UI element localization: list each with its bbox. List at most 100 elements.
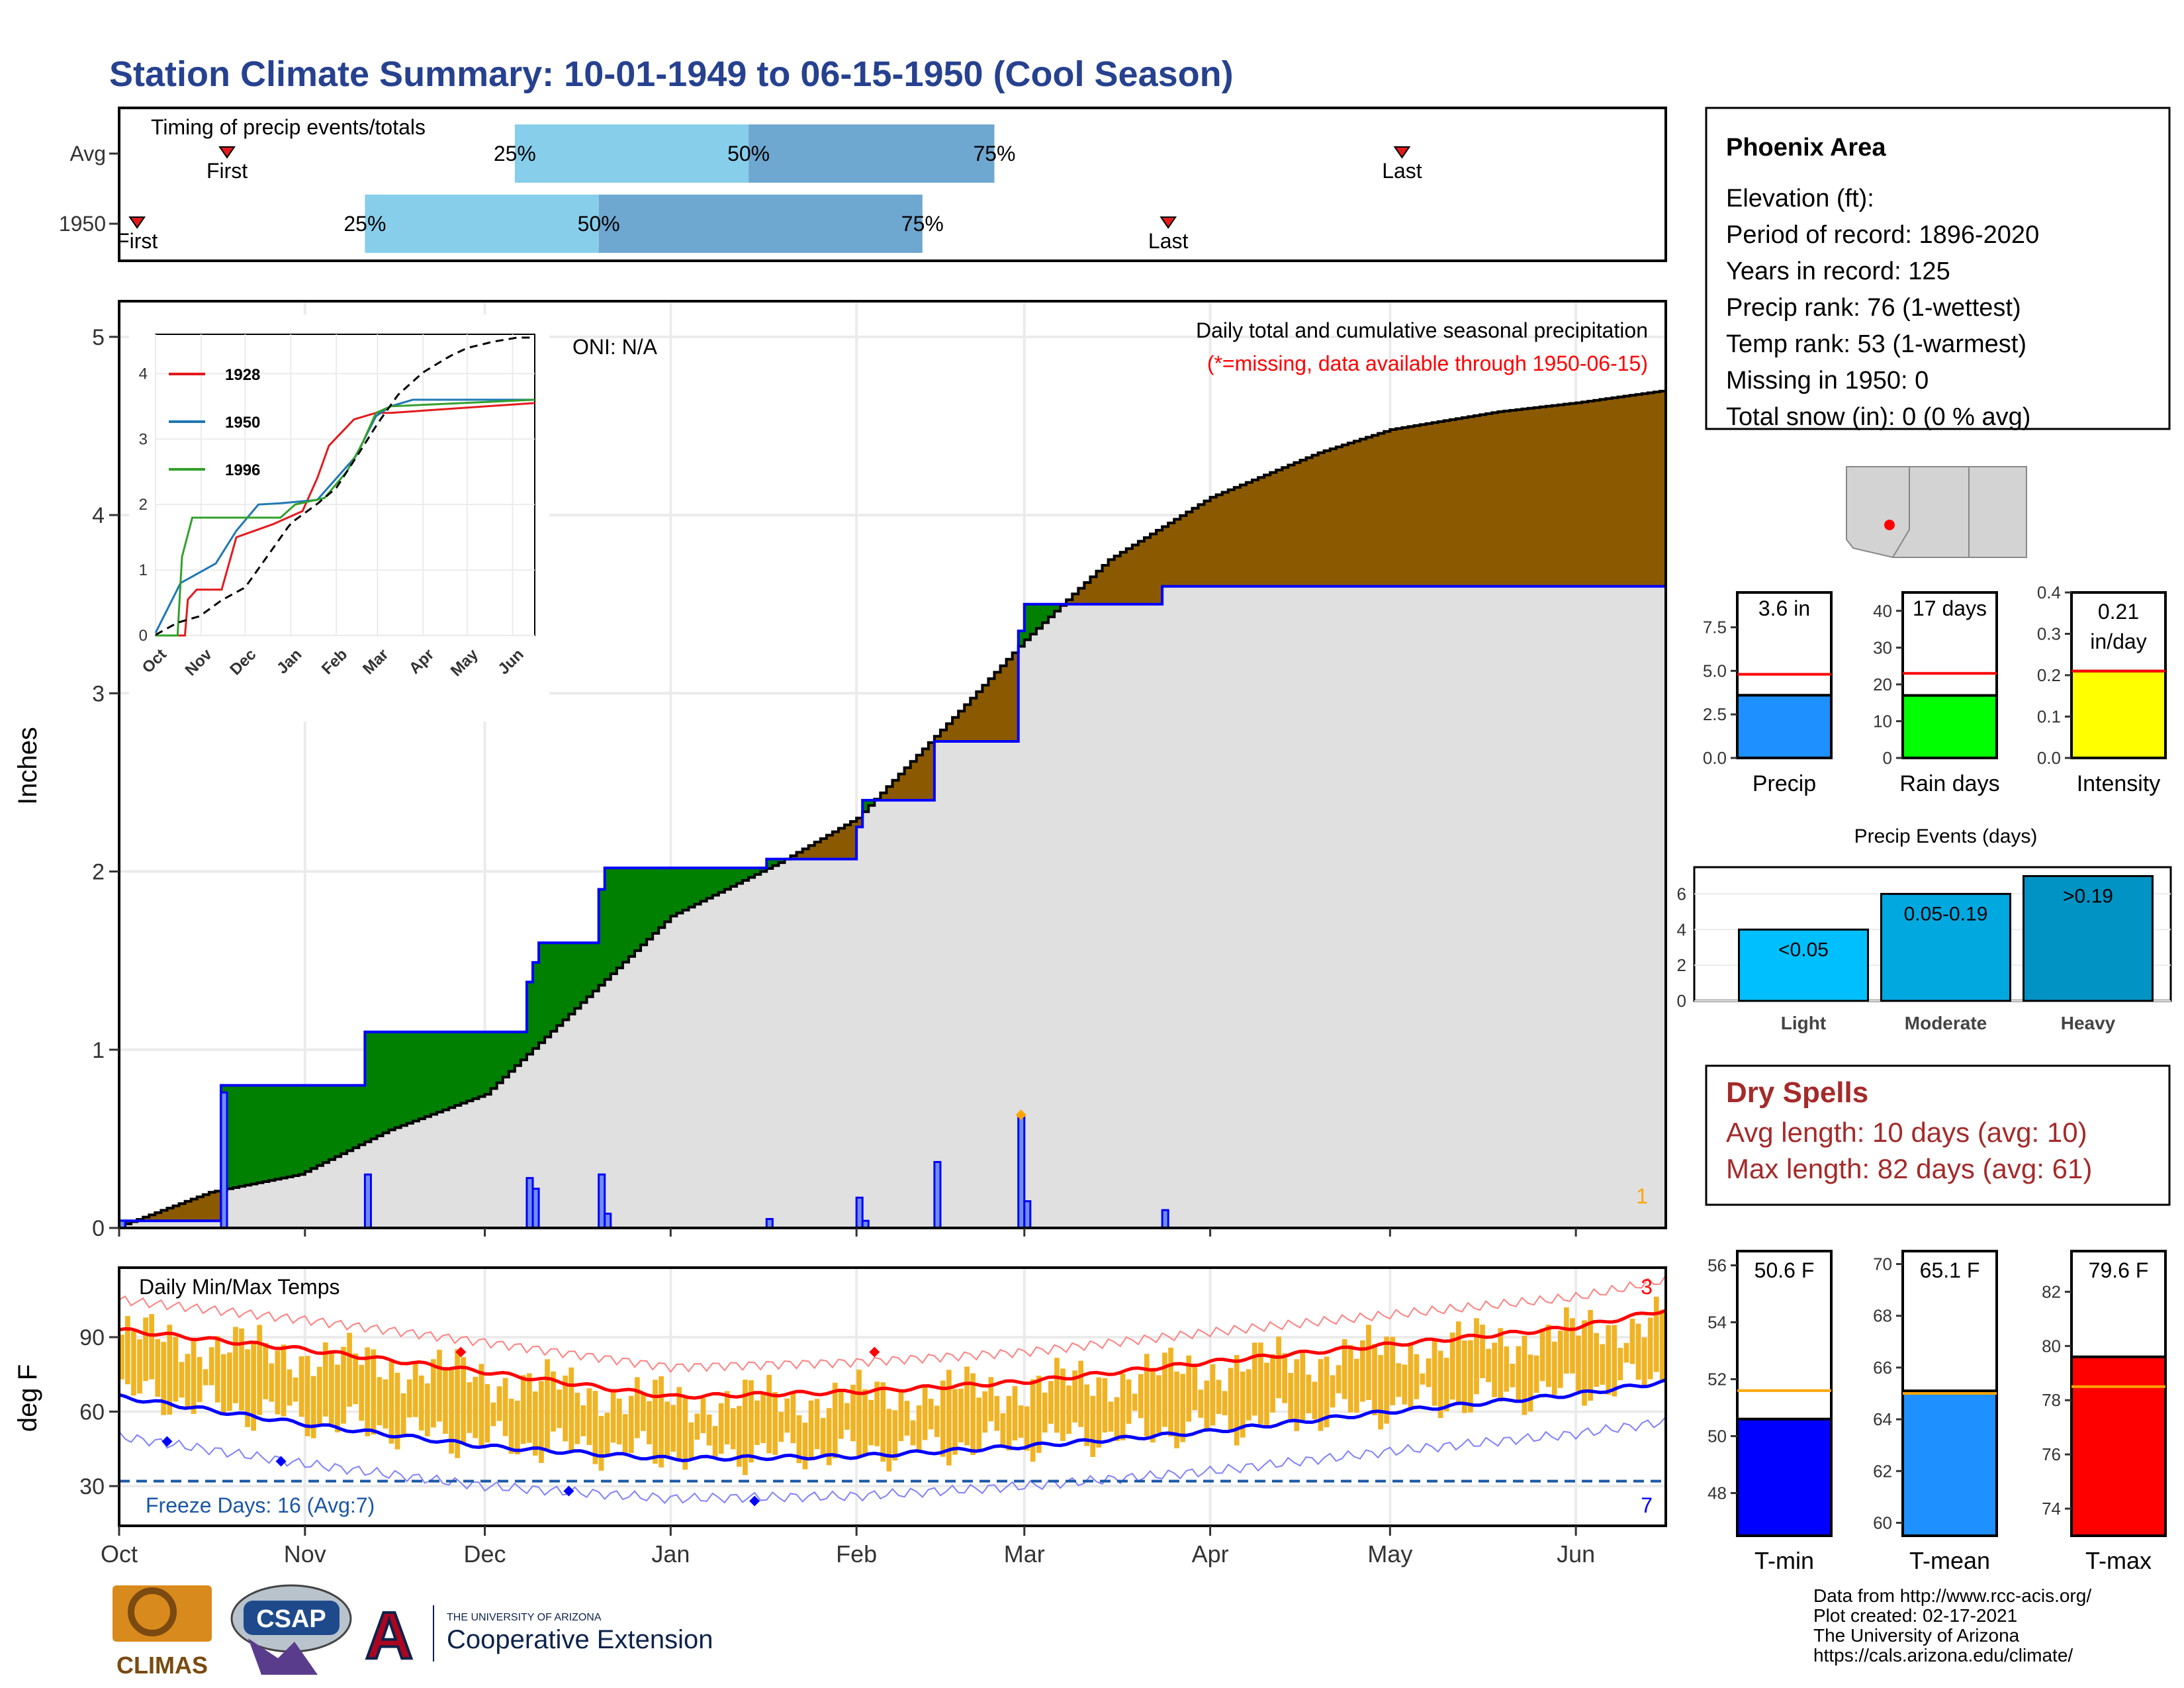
footer-credits: Data from http://www.rcc-acis.org/Plot c… [1813, 1585, 2091, 1665]
temp-daily-bar [545, 1359, 550, 1451]
temp-daily-bar [1330, 1375, 1336, 1408]
mini-bar-y-tick-label: 0.1 [2037, 707, 2061, 727]
timing-last-label: Last [1382, 159, 1422, 183]
temp-daily-bar [1294, 1359, 1300, 1431]
temp-daily-bar [227, 1352, 232, 1411]
temp-daily-bar [467, 1382, 473, 1433]
timing-bar-q1-1 [365, 195, 599, 253]
temp-daily-bar [1588, 1309, 1593, 1401]
timing-pct-label: 25% [494, 142, 536, 165]
temp-daily-bar [1096, 1377, 1102, 1448]
footer-line: Plot created: 02-17-2021 [1813, 1605, 2017, 1626]
temp-daily-bar [1600, 1344, 1606, 1385]
temp-daily-bar [298, 1356, 304, 1417]
temp-daily-bar [281, 1344, 287, 1417]
temp-daily-bar [1455, 1321, 1461, 1402]
temp-daily-bar [478, 1364, 484, 1448]
mini-bar-y-tick-label: 5.0 [1703, 661, 1727, 680]
temp-daily-bar [125, 1316, 130, 1385]
precip-events-title: Precip Events (days) [1854, 825, 2038, 847]
mini-bar-y-tick-label: 0.0 [2037, 748, 2061, 768]
temp-daily-bar [988, 1377, 994, 1422]
temp-daily-bar [802, 1423, 808, 1470]
temp-summary-value: 50.6 F [1754, 1258, 1815, 1282]
map-state-arizona [1846, 466, 1910, 559]
mini-bar-y-tick-label: 0.2 [2037, 665, 2061, 685]
footer-line: https://cals.arizona.edu/climate/ [1813, 1645, 2073, 1665]
temp-daily-bar [173, 1336, 179, 1402]
temp-summary-y-tick-label: 50 [1707, 1427, 1727, 1446]
average-min-line [118, 1378, 1666, 1462]
temp-daily-bar [736, 1405, 742, 1467]
temp-daily-bar [1504, 1346, 1510, 1392]
temp-daily-bar [898, 1391, 904, 1441]
temp-daily-bar [904, 1401, 910, 1436]
temp-y-tick-label: 60 [79, 1400, 105, 1425]
temp-daily-bar [934, 1405, 940, 1437]
precip-y-label: Inches [13, 727, 42, 805]
temp-daily-bar [1347, 1344, 1353, 1413]
precip-y-tick-label: 5 [92, 325, 105, 350]
temp-daily-bar [1437, 1350, 1443, 1419]
temp-daily-bar [1426, 1358, 1432, 1387]
timing-bar-q2-0 [749, 124, 995, 183]
dry-spells-max: Max length: 82 days (avg: 61) [1726, 1153, 2092, 1184]
events-bar-light [1738, 928, 1869, 1002]
temp-daily-bar [377, 1377, 383, 1426]
locator-map [1843, 463, 2032, 563]
inset-y-tick-label: 4 [139, 365, 148, 383]
timing-first-label: First [116, 229, 158, 253]
temp-summary-bars: 50.6 F 48 50 52 54 56 T-min 65.1 F 60 62 64 66 68 70 T… [1707, 1250, 2167, 1574]
month-label: Feb [836, 1540, 877, 1568]
precip-y-tick-label: 1 [92, 1038, 105, 1063]
timing-pct-label: 50% [727, 142, 770, 165]
temp-daily-bar [1258, 1342, 1263, 1425]
temp-daily-bar [688, 1422, 694, 1460]
temp-daily-bar [1557, 1331, 1563, 1388]
temp-daily-bar [760, 1391, 766, 1443]
temp-daily-bar [670, 1405, 676, 1452]
mini-bar-y-tick-label: 0.0 [1703, 748, 1727, 768]
temp-summary-label: T-min [1754, 1547, 1814, 1574]
month-label: Mar [1004, 1540, 1045, 1568]
temp-daily-bar [1240, 1371, 1246, 1438]
temp-daily-bar [1270, 1354, 1275, 1413]
temp-daily-bar [1539, 1328, 1545, 1382]
temp-daily-bar [1336, 1365, 1342, 1393]
temp-daily-bar [1408, 1345, 1414, 1410]
university-arizona-logo: A THE UNIVERSITY OF ARIZONA Cooperative … [363, 1597, 713, 1674]
timing-bar-q1-0 [514, 124, 749, 183]
temp-daily-bar [1468, 1340, 1473, 1413]
temp-daily-bar [814, 1399, 820, 1450]
timing-pct-label: 50% [578, 212, 620, 236]
temp-daily-bar [161, 1342, 167, 1415]
temp-daily-bar [1156, 1375, 1161, 1433]
inset-line-1928 [156, 402, 535, 637]
temp-daily-bar [1186, 1355, 1192, 1422]
events-bar-label: >0.19 [2063, 885, 2113, 907]
events-category-label: Heavy [2061, 1013, 2116, 1033]
temp-daily-bar [1606, 1325, 1612, 1395]
temp-daily-bar [916, 1405, 922, 1451]
temp-daily-bar [706, 1414, 712, 1446]
temp-daily-bar [749, 1380, 754, 1463]
station-name: Phoenix Area [1726, 134, 1886, 162]
temp-summary-bar [2070, 1355, 2167, 1538]
precip-events-chart: Precip Events (days) 0 2 4 6 <0.05 Light 0.05-… [1677, 825, 2172, 1033]
temp-daily-bar [664, 1401, 670, 1457]
temp-daily-bar [197, 1356, 203, 1403]
temp-daily-bar [1545, 1325, 1551, 1387]
temp-daily-bar [790, 1391, 796, 1444]
temp-daily-bar [418, 1376, 424, 1430]
precip-daily-bar [933, 1160, 942, 1229]
precip-observed-cumulative-line [119, 585, 1666, 1223]
temp-daily-bar [1192, 1366, 1198, 1411]
record-min-line [118, 1416, 1666, 1505]
temp-daily-bar [526, 1373, 532, 1443]
temp-daily-bar [676, 1387, 682, 1462]
temp-summary-y-tick-label: 76 [2042, 1444, 2061, 1464]
temp-daily-bar [1420, 1373, 1426, 1385]
temp-daily-bar [1594, 1333, 1600, 1387]
inset-legend-label: 1996 [225, 461, 260, 479]
